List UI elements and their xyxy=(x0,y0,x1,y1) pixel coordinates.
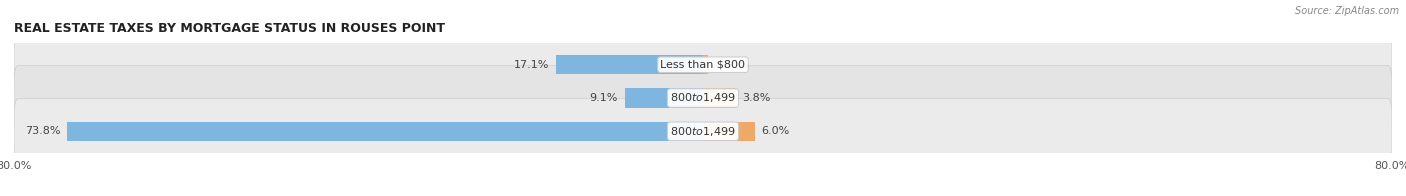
Text: 17.1%: 17.1% xyxy=(513,60,548,70)
Bar xyxy=(703,88,735,108)
Text: Source: ZipAtlas.com: Source: ZipAtlas.com xyxy=(1295,6,1399,16)
Text: REAL ESTATE TAXES BY MORTGAGE STATUS IN ROUSES POINT: REAL ESTATE TAXES BY MORTGAGE STATUS IN … xyxy=(14,22,446,35)
Bar xyxy=(703,55,707,74)
Text: $800 to $1,499: $800 to $1,499 xyxy=(671,125,735,138)
FancyBboxPatch shape xyxy=(14,32,1392,97)
FancyBboxPatch shape xyxy=(14,65,1392,131)
Text: 6.0%: 6.0% xyxy=(762,126,790,136)
Bar xyxy=(703,122,755,141)
Text: 0.55%: 0.55% xyxy=(714,60,749,70)
Bar xyxy=(555,55,703,74)
Text: 3.8%: 3.8% xyxy=(742,93,770,103)
Text: $800 to $1,499: $800 to $1,499 xyxy=(671,92,735,104)
Text: Less than $800: Less than $800 xyxy=(661,60,745,70)
Text: 9.1%: 9.1% xyxy=(589,93,617,103)
Bar xyxy=(67,122,703,141)
Text: 73.8%: 73.8% xyxy=(25,126,60,136)
FancyBboxPatch shape xyxy=(14,99,1392,164)
Bar xyxy=(624,88,703,108)
